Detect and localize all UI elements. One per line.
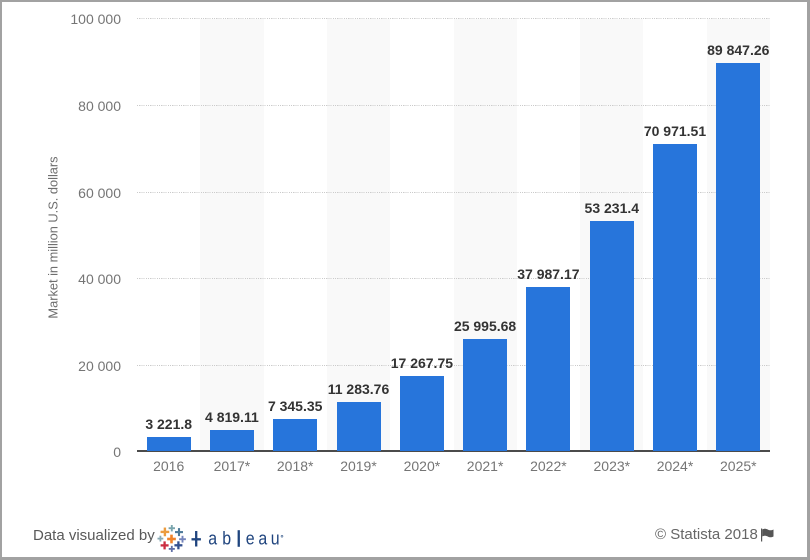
svg-text:a: a — [208, 527, 217, 548]
svg-text:e: e — [246, 527, 255, 548]
svg-text:u: u — [271, 527, 280, 548]
svg-text:b: b — [222, 527, 231, 548]
svg-text:a: a — [258, 527, 267, 548]
